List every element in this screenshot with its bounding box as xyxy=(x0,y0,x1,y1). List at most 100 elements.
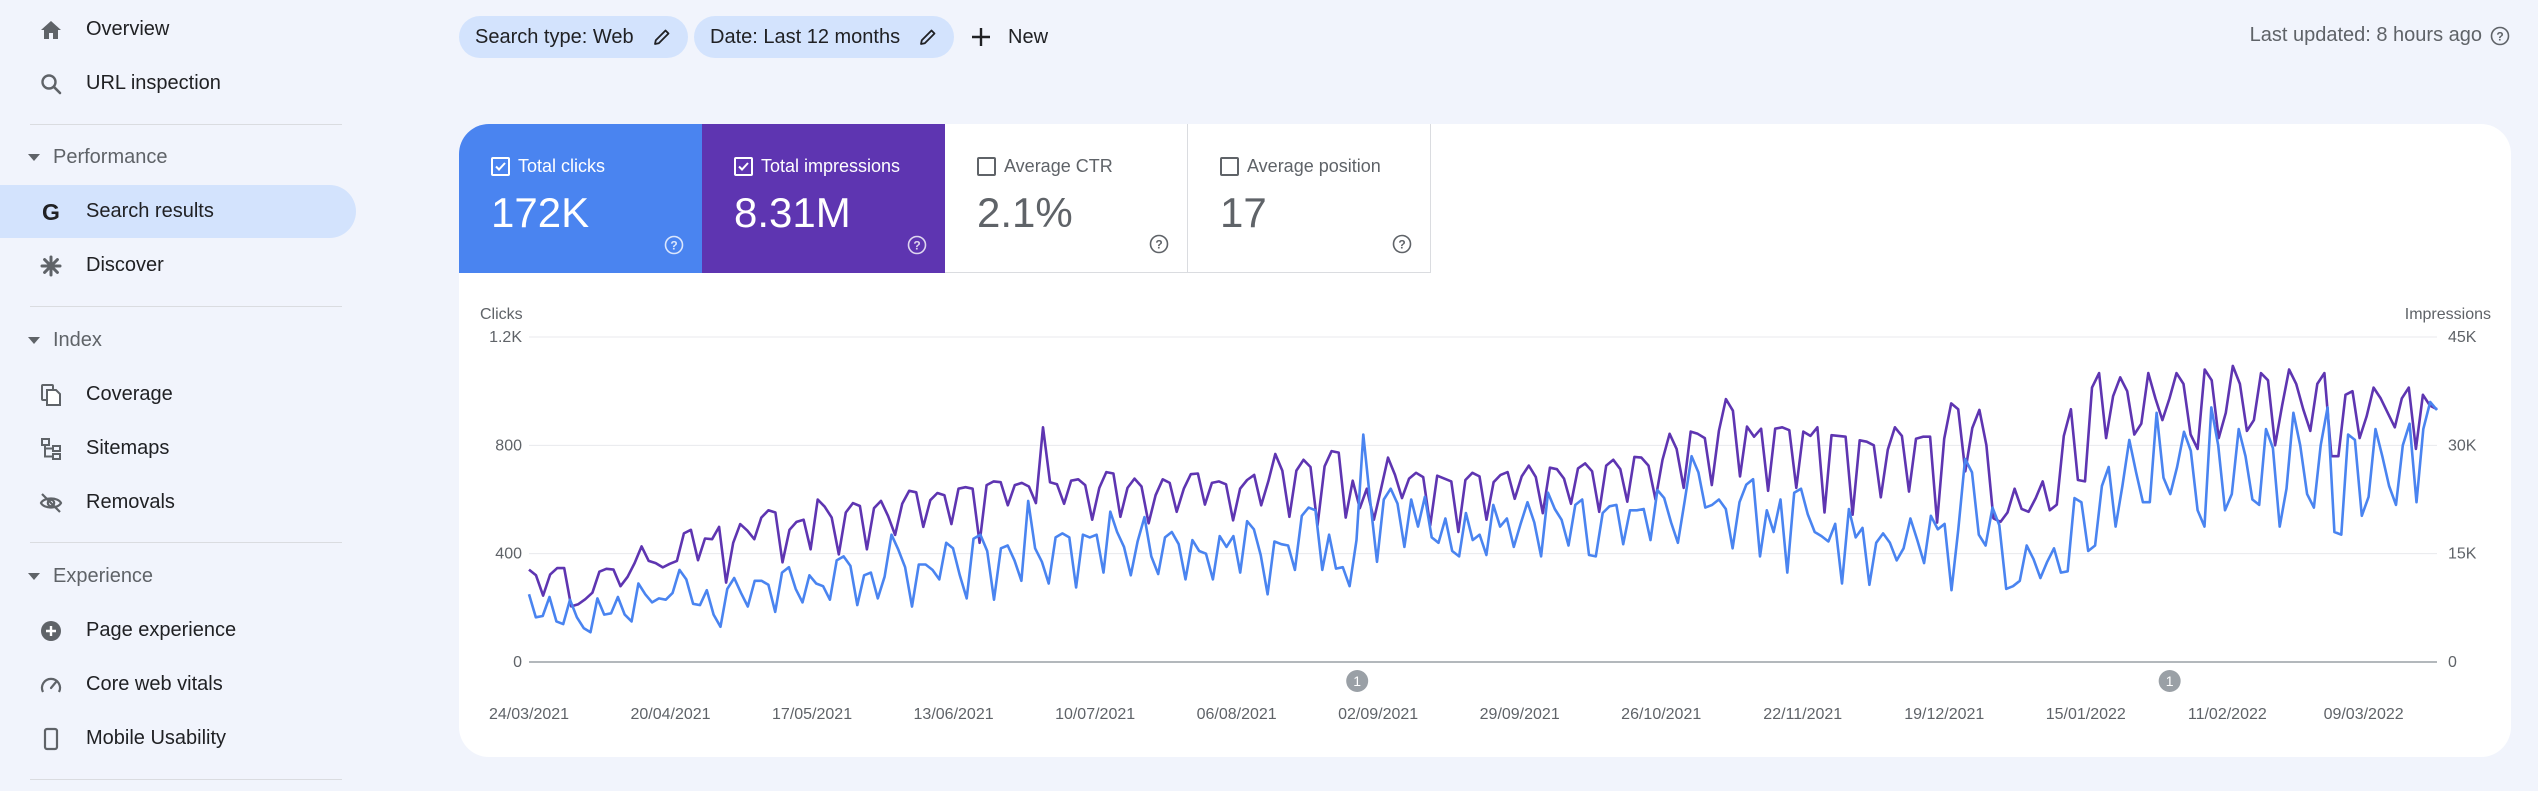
right-tick-label: 30K xyxy=(2448,437,2477,454)
svg-text:?: ? xyxy=(1155,238,1162,252)
sidebar-item-core-web-vitals[interactable]: Core web vitals xyxy=(0,658,356,711)
sidebar-item-url-inspection[interactable]: URL inspection xyxy=(0,57,356,110)
metric-label: Total clicks xyxy=(518,156,606,176)
help-icon[interactable]: ? xyxy=(2490,26,2510,46)
annotation-marker[interactable]: 1 xyxy=(2158,670,2181,692)
left-axis-ticks: 1.2K 800 400 0 xyxy=(489,329,522,671)
speed-gauge-icon xyxy=(38,672,64,698)
series-line-impressions xyxy=(528,364,2438,608)
checkbox-unchecked[interactable] xyxy=(1220,157,1239,176)
sidebar-item-search-results[interactable]: G Search results xyxy=(0,185,356,238)
x-tick-label: 26/10/2021 xyxy=(1621,706,1701,723)
last-updated-text: Last updated: 8 hours ago xyxy=(2249,24,2482,46)
sidebar-item-sitemaps[interactable]: Sitemaps xyxy=(0,422,356,475)
right-axis-title: Impressions xyxy=(2405,306,2491,323)
metric-value: 2.1% xyxy=(977,189,1073,236)
sidebar-item-label: Mobile Usability xyxy=(86,727,227,749)
search-icon xyxy=(38,71,64,97)
caret-down-icon xyxy=(28,572,40,580)
x-axis-labels: 24/03/2021 20/04/2021 17/05/2021 13/06/2021… xyxy=(489,706,2404,723)
google-g-icon: G xyxy=(38,199,64,225)
left-tick-label: 0 xyxy=(513,654,522,671)
sidebar-item-label: URL inspection xyxy=(86,72,221,94)
section-header-performance[interactable]: Performance xyxy=(0,137,356,177)
sidebar-item-discover[interactable]: Discover xyxy=(0,239,356,292)
right-axis-ticks: 45K 30K 15K 0 xyxy=(2448,329,2477,671)
sidebar-item-label: Search results xyxy=(86,200,214,222)
divider xyxy=(30,124,342,125)
sidebar-item-overview[interactable]: Overview xyxy=(0,3,356,56)
annotation-label: 1 xyxy=(1353,673,1361,689)
home-icon xyxy=(38,17,64,43)
annotation-marker[interactable]: 1 xyxy=(1346,670,1369,692)
x-tick-label: 09/03/2022 xyxy=(2324,706,2404,723)
metric-value: 17 xyxy=(1220,189,1267,236)
file-copy-icon xyxy=(38,382,64,408)
sidebar-item-label: Removals xyxy=(86,491,175,513)
sidebar-item-label: Coverage xyxy=(86,383,173,405)
sidebar-item-coverage[interactable]: Coverage xyxy=(0,368,356,421)
checkbox-checked[interactable] xyxy=(491,157,510,176)
metric-label: Average position xyxy=(1247,156,1381,176)
left-tick-label: 800 xyxy=(495,437,522,454)
x-tick-label: 20/04/2021 xyxy=(630,706,710,723)
performance-line-chart[interactable]: Clicks Impressions 1.2K 800 400 0 45K 30K 15K… xyxy=(459,124,2511,757)
metric-value: 8.31M xyxy=(734,189,851,236)
metric-label: Average CTR xyxy=(1004,156,1113,176)
sidebar-item-label: Sitemaps xyxy=(86,437,170,459)
help-icon[interactable]: ? xyxy=(1392,234,1412,254)
left-tick-label: 1.2K xyxy=(489,329,522,346)
section-title: Experience xyxy=(53,564,154,587)
svg-text:G: G xyxy=(42,200,60,224)
help-icon[interactable]: ? xyxy=(907,235,927,255)
edit-pencil-icon xyxy=(920,29,936,45)
left-tick-label: 400 xyxy=(495,546,522,563)
new-filter-button[interactable]: New xyxy=(970,16,1048,58)
edit-pencil-icon xyxy=(653,29,670,45)
metric-total-clicks[interactable]: Total clicks 172K ? xyxy=(459,124,702,273)
sidebar-item-mobile-usability[interactable]: Mobile Usability xyxy=(0,712,356,765)
svg-text:?: ? xyxy=(2496,29,2503,43)
metric-total-impressions[interactable]: Total impressions 8.31M ? xyxy=(702,124,945,273)
help-icon[interactable]: ? xyxy=(1149,234,1169,254)
visibility-off-icon xyxy=(38,490,64,516)
annotation-label: 1 xyxy=(2166,673,2174,689)
search-type-filter-chip[interactable]: Search type: Web xyxy=(459,16,688,58)
help-icon[interactable]: ? xyxy=(664,235,684,255)
x-tick-label: 06/08/2021 xyxy=(1197,706,1277,723)
x-tick-label: 15/01/2022 xyxy=(2046,706,2126,723)
divider xyxy=(30,542,342,543)
asterisk-icon xyxy=(38,253,64,279)
caret-down-icon xyxy=(28,336,40,344)
metric-value: 172K xyxy=(491,189,590,236)
x-tick-label: 22/11/2021 xyxy=(1763,706,1842,723)
sidebar-item-label: Page experience xyxy=(86,619,237,641)
sidebar-item-page-experience[interactable]: Page experience xyxy=(0,604,356,657)
section-header-experience[interactable]: Experience xyxy=(0,556,356,596)
chip-label: Date: Last 12 months xyxy=(710,25,901,48)
svg-text:?: ? xyxy=(670,239,677,253)
caret-down-icon xyxy=(28,153,40,161)
checkbox-checked[interactable] xyxy=(734,157,753,176)
checkbox-unchecked[interactable] xyxy=(977,157,996,176)
metric-average-ctr[interactable]: Average CTR 2.1% ? xyxy=(945,124,1188,273)
metric-label: Total impressions xyxy=(761,156,901,176)
series-lines xyxy=(527,364,2438,634)
add-circle-icon xyxy=(38,618,64,644)
right-tick-label: 0 xyxy=(2448,654,2457,671)
x-tick-label: 24/03/2021 xyxy=(489,706,569,723)
x-tick-label: 02/09/2021 xyxy=(1338,706,1418,723)
date-filter-chip[interactable]: Date: Last 12 months xyxy=(694,16,955,58)
sidebar-item-removals[interactable]: Removals xyxy=(0,476,356,529)
plus-icon xyxy=(972,28,990,46)
section-header-index[interactable]: Index xyxy=(0,320,356,360)
x-tick-label: 29/09/2021 xyxy=(1480,706,1560,723)
metric-average-position[interactable]: Average position 17 ? xyxy=(1188,124,1431,273)
series-line-clicks xyxy=(527,400,2438,634)
right-tick-label: 15K xyxy=(2448,546,2477,563)
sidebar-item-label: Core web vitals xyxy=(86,673,223,695)
divider xyxy=(30,306,342,307)
performance-card: Total clicks 172K ? Total impressions 8.… xyxy=(459,124,2511,757)
last-updated-status: Last updated: 8 hours ago ? xyxy=(2250,24,2510,47)
x-tick-label: 10/07/2021 xyxy=(1055,706,1135,723)
